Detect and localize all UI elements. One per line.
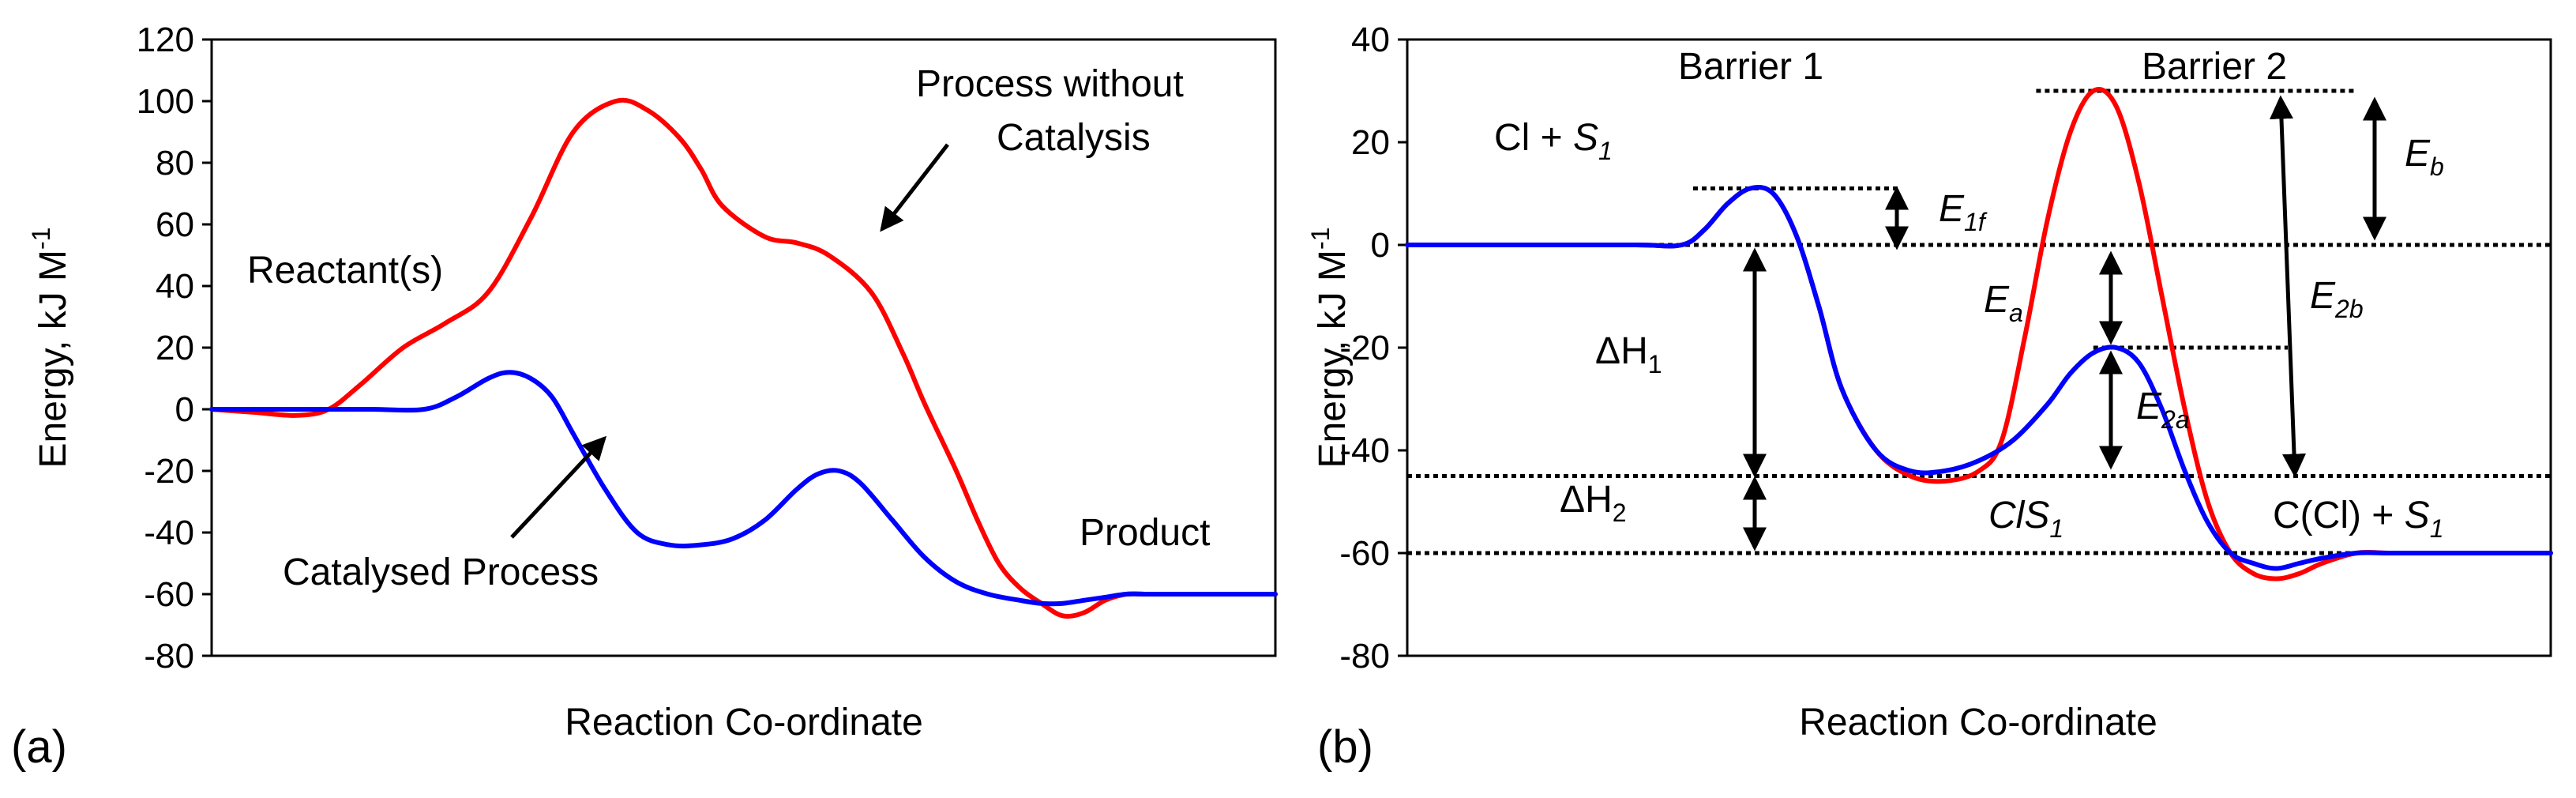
annotation-reactants: Reactant(s) xyxy=(247,250,443,292)
annotation-intermediate-text: ClS xyxy=(1988,495,2049,536)
y-axis-label-b-main: Energy, kJ M xyxy=(1312,250,1354,469)
y-tick-label-a: 40 xyxy=(156,267,194,306)
y-tick-label-b: 0 xyxy=(1371,226,1390,265)
y-axis-label-b-sup: -1 xyxy=(1306,228,1335,250)
annotation-eb-sub: b xyxy=(2430,152,2444,181)
annotation-e1f: E1f xyxy=(1939,188,1988,236)
annotation-barrier-2: Barrier 2 xyxy=(2142,46,2287,88)
panel-a: -80 -60 -40 -20 0 20 40 60 80 100 120 Energy, kJ M… xyxy=(11,21,1278,773)
annotation-e2a-text: E xyxy=(2136,386,2162,427)
annotation-catalysed: Catalysed Process xyxy=(283,551,599,593)
annotation-delta-h1-text: ΔH xyxy=(1595,330,1648,372)
annotation-delta-h1: ΔH1 xyxy=(1595,330,1662,378)
panel-label-b: (b) xyxy=(1317,721,1373,773)
y-tick-label-b: -80 xyxy=(1339,637,1390,676)
annotation-e2a: E2a xyxy=(2136,386,2190,434)
annotation-reactant-state-text: Cl + xyxy=(1494,117,1573,159)
x-axis-label-b: Reaction Co-ordinate xyxy=(1799,702,2157,743)
annotation-delta-h2-text: ΔH xyxy=(1560,479,1613,521)
y-axis-label-a-sup: -1 xyxy=(27,228,55,250)
series-line-b xyxy=(1405,185,2553,571)
y-axis-label-b: Energy, kJ M-1 xyxy=(1306,228,1354,469)
annotation-e2a-sub: 2a xyxy=(2161,405,2190,434)
annotation-e1f-text: E xyxy=(1939,188,1965,230)
y-ticks-a: -80 -60 -40 -20 0 20 40 60 80 100 120 xyxy=(137,21,212,676)
y-tick-label-a: 0 xyxy=(175,390,194,429)
annotation-e1f-sub: 1f xyxy=(1964,208,1988,236)
series-line-a xyxy=(209,370,1278,607)
annotation-reactant-state-sub: 1 xyxy=(1598,137,1613,165)
y-tick-label-b: -40 xyxy=(1339,431,1390,470)
annotation-product-state-italic: S xyxy=(2405,495,2430,536)
y-tick-label-a: 120 xyxy=(137,21,194,59)
arrow-catalysed xyxy=(510,435,607,539)
y-tick-label-a: 80 xyxy=(156,144,194,183)
annotation-product-state-sub: 1 xyxy=(2430,514,2444,543)
y-tick-label-a: 60 xyxy=(156,205,194,244)
annotation-ea-text: E xyxy=(1984,279,2010,321)
y-tick-label-a: 20 xyxy=(156,329,194,367)
y-tick-label-a: -80 xyxy=(144,637,194,676)
annotation-product: Product xyxy=(1080,512,1210,554)
panel-b: -80 -60 -40 -20 0 20 40 Energy, kJ M-1 Reactio… xyxy=(1306,21,2553,773)
annotation-e2b-text: E xyxy=(2310,275,2336,317)
panel-label-a: (a) xyxy=(11,721,67,773)
annotation-ea-sub: a xyxy=(2009,299,2023,327)
x-axis-label-a: Reaction Co-ordinate xyxy=(565,702,923,743)
y-tick-label-b: -20 xyxy=(1339,329,1390,367)
annotation-uncatalysed-line1: Process without xyxy=(916,63,1184,105)
y-tick-label-b: 40 xyxy=(1351,21,1390,59)
annotation-ea: Ea xyxy=(1984,279,2023,327)
annotation-barrier-1: Barrier 1 xyxy=(1678,46,1823,88)
y-tick-label-a: 100 xyxy=(137,82,194,121)
annotation-eb-text: E xyxy=(2405,133,2431,175)
y-tick-label-a: -60 xyxy=(144,575,194,614)
annotation-e2b: E2b xyxy=(2310,275,2364,323)
y-tick-label-a: -20 xyxy=(144,452,194,491)
annotation-product-state: C(Cl) + S1 xyxy=(2273,495,2443,543)
y-axis-label-a-main: Energy, kJ M xyxy=(32,250,74,469)
y-tick-label-b: -60 xyxy=(1339,534,1390,573)
y-axis-label-a: Energy, kJ M-1 xyxy=(27,228,74,469)
annotation-delta-h2-sub: 2 xyxy=(1613,499,1627,527)
annotation-eb: Eb xyxy=(2405,133,2444,181)
annotation-delta-h2: ΔH2 xyxy=(1560,479,1627,527)
arrow-uncatalysed xyxy=(880,143,949,232)
annotation-reactant-state-italic: S xyxy=(1573,117,1598,159)
y-tick-label-a: -40 xyxy=(144,514,194,552)
series-b xyxy=(1405,87,2553,582)
annotation-reactant-state: Cl + S1 xyxy=(1494,117,1613,165)
annotation-intermediate-sub: 1 xyxy=(2049,514,2063,543)
y-tick-label-b: 20 xyxy=(1351,123,1390,162)
arrow-e2b xyxy=(2269,95,2307,478)
annotation-intermediate: ClS1 xyxy=(1988,495,2063,543)
y-ticks-b: -80 -60 -40 -20 0 20 40 xyxy=(1339,21,1407,676)
annotation-delta-h1-sub: 1 xyxy=(1648,350,1662,378)
annotation-uncatalysed-line2: Catalysis xyxy=(997,117,1151,159)
annotation-product-state-text: C(Cl) + xyxy=(2273,495,2405,536)
series-a xyxy=(209,97,1278,619)
annotation-e2b-sub: 2b xyxy=(2334,295,2364,323)
